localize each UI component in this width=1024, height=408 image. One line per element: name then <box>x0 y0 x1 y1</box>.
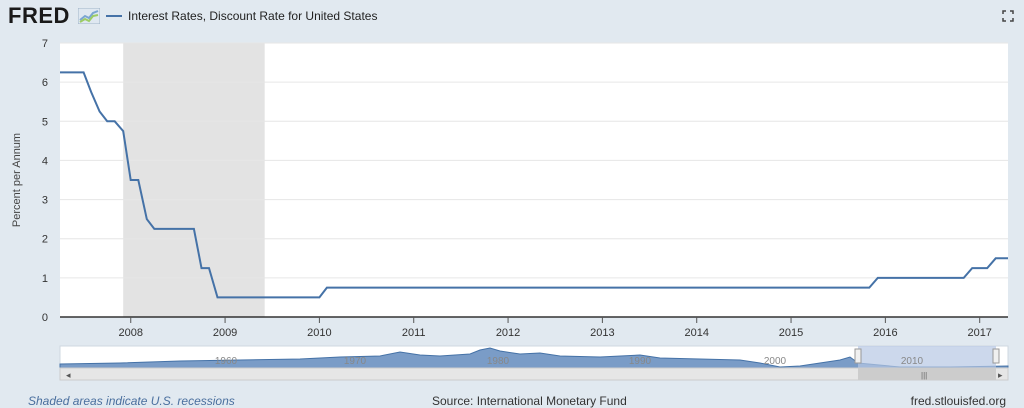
y-tick-label: 5 <box>42 116 48 128</box>
fred-logo[interactable]: FRED <box>8 3 70 28</box>
legend-series-swatch <box>106 15 122 17</box>
scroll-right-arrow-icon[interactable]: ▸ <box>998 370 1003 380</box>
navigator-year-label: 1990 <box>629 356 652 367</box>
x-tick-labels: 2008 2009 2010 2011 2012 2013 2014 2015 2016 2017 <box>119 317 992 339</box>
navigator-left-handle[interactable] <box>854 348 862 364</box>
recession-band <box>123 43 265 317</box>
recession-note: Shaded areas indicate U.S. recessions <box>28 394 235 408</box>
y-tick-label: 2 <box>42 234 48 246</box>
series-layer <box>60 71 1008 299</box>
navigator-year-label: 2010 <box>901 356 924 367</box>
navigator-year-label: 1980 <box>487 356 510 367</box>
navigator-selected-range[interactable] <box>858 346 996 368</box>
x-tick-label: 2009 <box>213 327 237 339</box>
grid-layer <box>60 42 1008 279</box>
series-line <box>60 71 1008 299</box>
chart-header: FRED Interest Rates, Discount Rate for U… <box>0 0 1024 34</box>
fullscreen-icon[interactable] <box>1002 10 1014 22</box>
navigator-right-handle[interactable] <box>992 348 1000 364</box>
x-tick-label: 2016 <box>873 327 897 339</box>
recession-layer <box>123 43 265 317</box>
y-tick-label: 7 <box>42 38 48 50</box>
legend[interactable]: Interest Rates, Discount Rate for United… <box>106 9 377 23</box>
scroll-left-arrow-icon[interactable]: ◂ <box>66 370 71 380</box>
navigator-year-label: 1970 <box>344 356 367 367</box>
y-tick-labels: 0 1 2 3 4 5 6 7 <box>42 38 48 324</box>
x-tick-label: 2014 <box>684 327 708 339</box>
x-tick-label: 2017 <box>967 327 991 339</box>
navigator-year-label: 1960 <box>215 356 238 367</box>
fred-logo-graph-icon <box>78 8 100 24</box>
y-tick-label: 1 <box>42 273 48 285</box>
x-tick-label: 2013 <box>590 327 614 339</box>
scrollbar-grip-icon[interactable]: ||| <box>921 371 927 380</box>
source-note: Source: International Monetary Fund <box>432 394 627 408</box>
x-tick-label: 2015 <box>779 327 803 339</box>
y-tick-label: 6 <box>42 77 48 89</box>
y-tick-label: 4 <box>42 155 48 167</box>
scrollbar[interactable]: ◂ ▸ ||| <box>59 367 1009 381</box>
x-tick-label: 2010 <box>307 327 331 339</box>
chart-area: 0 1 2 3 4 5 6 7 2008 2009 2010 2011 2012 2013 2014 201… <box>11 38 1009 381</box>
x-tick-label: 2008 <box>119 327 143 339</box>
navigator-labels: 1960 1970 1980 1990 2000 2010 <box>215 356 924 367</box>
navigator-year-label: 2000 <box>764 356 787 367</box>
x-tick-label: 2011 <box>402 327 426 339</box>
navigator[interactable]: 1960 1970 1980 1990 2000 2010 <box>59 345 1009 369</box>
y-axis-label: Percent per Annum <box>11 133 23 227</box>
legend-series-label: Interest Rates, Discount Rate for United… <box>128 9 378 23</box>
y-tick-label: 3 <box>42 195 48 207</box>
site-link[interactable]: fred.stlouisfed.org <box>910 394 1006 408</box>
scrollbar-track[interactable] <box>59 367 1009 381</box>
scrollbar-thumb[interactable] <box>858 368 996 380</box>
y-tick-label: 0 <box>42 312 48 324</box>
x-tick-label: 2012 <box>496 327 520 339</box>
